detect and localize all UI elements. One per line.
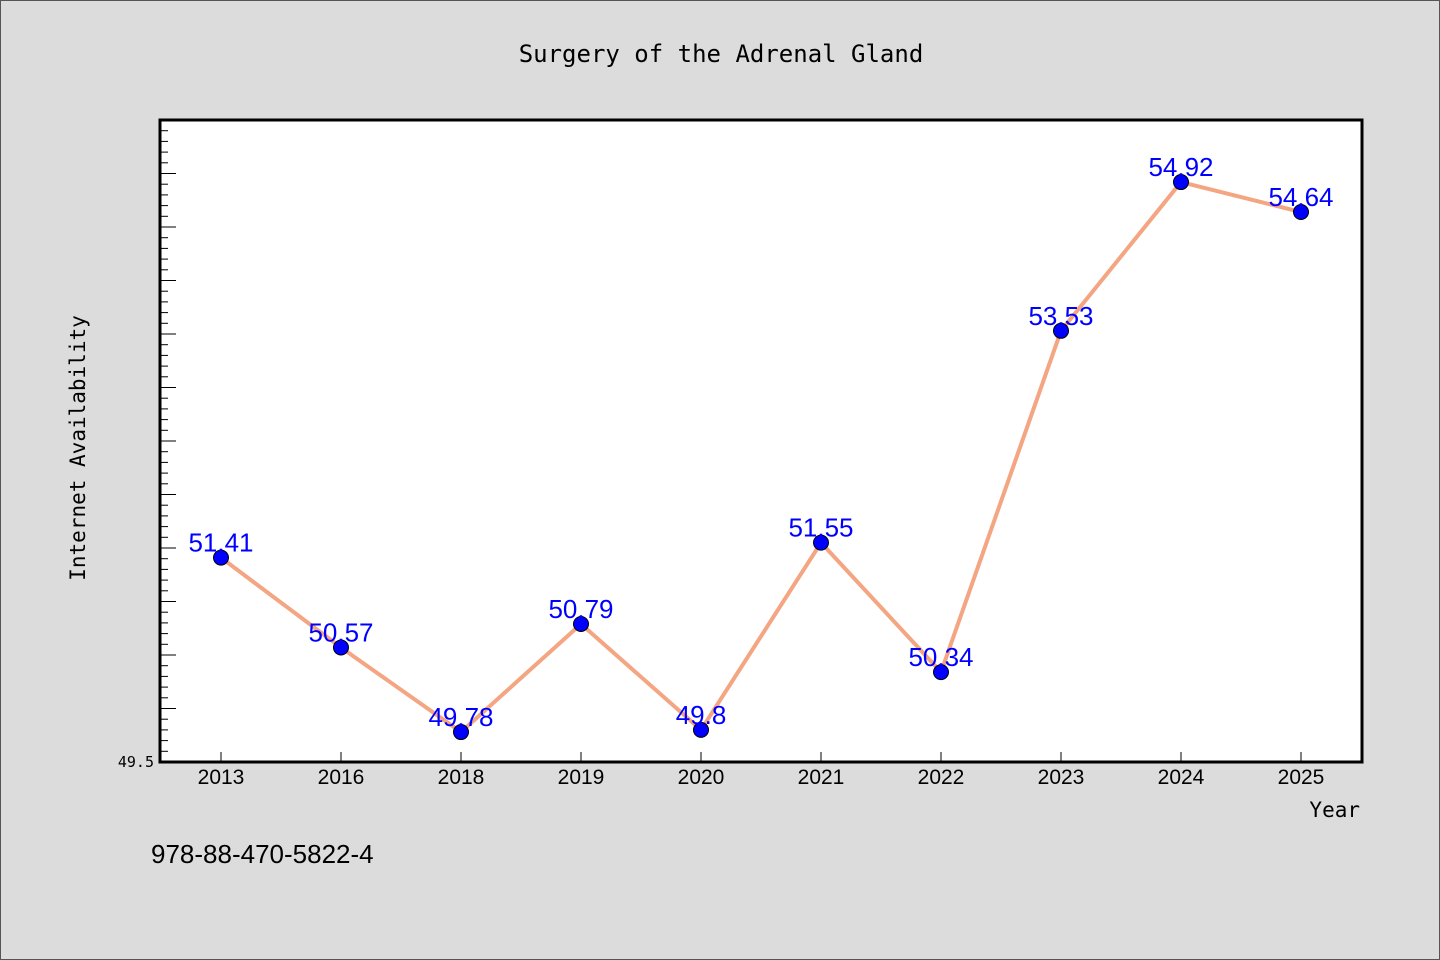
data-point [333,639,349,656]
x-tick-label: 2016 [318,766,365,789]
y-axis-ticks [160,119,176,763]
x-tick-label: 2022 [918,766,965,789]
x-tick-label: 2021 [798,766,845,789]
data-label: 50.79 [548,594,613,624]
plot-area [158,118,1364,764]
data-point [1053,322,1069,339]
series-group: 51.41 50.57 49.78 50.79 49.8 51.55 50.34 53.53 5… [188,152,1334,741]
data-point [453,724,469,741]
x-tick-label: 2025 [1278,766,1325,789]
data-point [693,721,709,738]
data-label: 53.53 [1028,301,1093,331]
data-label: 51.55 [788,513,853,543]
x-tick-label: 2018 [438,766,485,789]
data-point [573,615,589,632]
y-tick-label: 49.5 [118,753,154,771]
x-tick-label: 2019 [558,766,605,789]
series-line [219,180,1303,735]
x-tick-label: 2023 [1038,766,1085,789]
x-tick-label: 2013 [198,766,245,789]
chart-title: Surgery of the Adrenal Gland [519,40,924,68]
data-label: 50.34 [908,642,973,672]
data-label: 54.64 [1268,182,1333,212]
data-point [1293,204,1309,221]
data-point [1173,174,1189,191]
data-point [213,549,229,566]
y-axis-label: Internet Availability [66,315,90,581]
data-point [933,664,949,681]
x-tick-label: 2020 [678,766,725,789]
data-label: 50.57 [308,618,373,648]
data-point [813,534,829,551]
x-axis-ticks: 2013 2016 2018 2019 2020 2021 2022 2023 2024 2025 [198,752,1325,789]
data-label: 49.8 [676,700,727,730]
x-tick-label: 2024 [1158,766,1205,789]
data-label: 51.41 [188,528,253,558]
data-label: 54.92 [1148,152,1213,182]
x-axis-label: Year [1309,798,1360,822]
data-label: 49.78 [428,702,493,732]
footer-text: 978-88-470-5822-4 [151,839,374,869]
